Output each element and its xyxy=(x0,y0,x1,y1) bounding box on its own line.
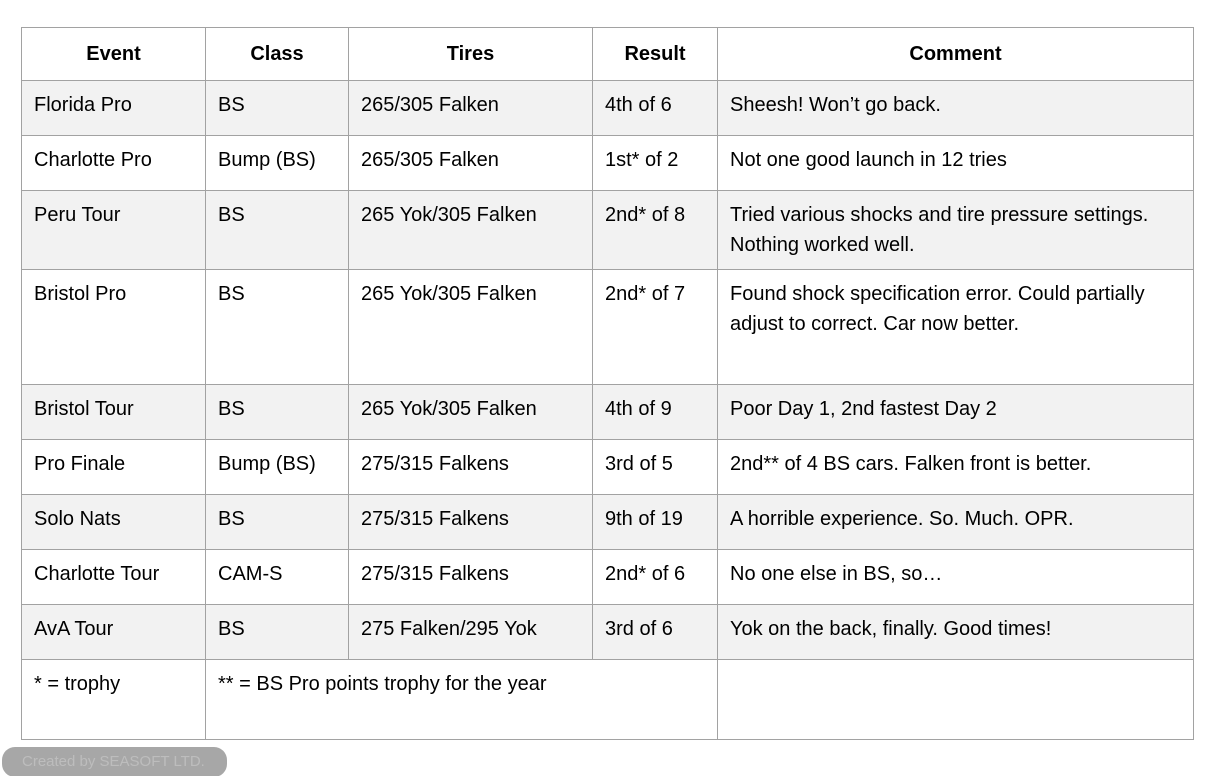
table-row: Charlotte Pro Bump (BS) 265/305 Falken 1… xyxy=(21,135,1194,191)
result-cell: 1st* of 2 xyxy=(592,135,718,191)
empty-footnote-cell xyxy=(717,659,1194,740)
class-cell: CAM-S xyxy=(205,549,349,605)
tires-cell: 265 Yok/305 Falken xyxy=(348,384,593,440)
comment-cell: No one else in BS, so… xyxy=(717,549,1194,605)
table-row: AvA Tour BS 275 Falken/295 Yok 3rd of 6 … xyxy=(21,604,1194,660)
class-cell: BS xyxy=(205,384,349,440)
result-cell: 4th of 6 xyxy=(592,80,718,136)
trophy-note-cell: * = trophy xyxy=(21,659,206,740)
comment-cell: A horrible experience. So. Much. OPR. xyxy=(717,494,1194,550)
tires-cell: 265/305 Falken xyxy=(348,80,593,136)
event-cell: Florida Pro xyxy=(21,80,206,136)
comment-cell: Tried various shocks and tire pressure s… xyxy=(717,190,1194,270)
table-row: Charlotte Tour CAM-S 275/315 Falkens 2nd… xyxy=(21,549,1194,605)
comment-cell: Yok on the back, finally. Good times! xyxy=(717,604,1194,660)
tires-cell: 275/315 Falkens xyxy=(348,549,593,605)
table-header: Event Class Tires Result Comment xyxy=(21,27,1194,81)
column-header-class: Class xyxy=(205,27,349,81)
result-cell: 9th of 19 xyxy=(592,494,718,550)
result-cell: 2nd* of 6 xyxy=(592,549,718,605)
event-cell: Bristol Tour xyxy=(21,384,206,440)
event-cell: Charlotte Tour xyxy=(21,549,206,605)
column-header-event: Event xyxy=(21,27,206,81)
event-cell: Peru Tour xyxy=(21,190,206,270)
class-cell: BS xyxy=(205,604,349,660)
event-cell: Bristol Pro xyxy=(21,269,206,385)
class-cell: Bump (BS) xyxy=(205,439,349,495)
event-cell: Solo Nats xyxy=(21,494,206,550)
event-cell: AvA Tour xyxy=(21,604,206,660)
result-cell: 3rd of 6 xyxy=(592,604,718,660)
points-note-cell: ** = BS Pro points trophy for the year xyxy=(205,659,718,740)
tires-cell: 275/315 Falkens xyxy=(348,439,593,495)
table-row: Bristol Pro BS 265 Yok/305 Falken 2nd* o… xyxy=(21,269,1194,385)
class-cell: BS xyxy=(205,494,349,550)
tires-cell: 265/305 Falken xyxy=(348,135,593,191)
result-cell: 4th of 9 xyxy=(592,384,718,440)
result-cell: 2nd* of 7 xyxy=(592,269,718,385)
comment-cell: Sheesh! Won’t go back. xyxy=(717,80,1194,136)
class-cell: BS xyxy=(205,80,349,136)
header-row: Event Class Tires Result Comment xyxy=(21,27,1194,81)
tires-cell: 265 Yok/305 Falken xyxy=(348,190,593,270)
table-row: Pro Finale Bump (BS) 275/315 Falkens 3rd… xyxy=(21,439,1194,495)
class-cell: Bump (BS) xyxy=(205,135,349,191)
tires-cell: 265 Yok/305 Falken xyxy=(348,269,593,385)
comment-cell: Not one good launch in 12 tries xyxy=(717,135,1194,191)
table-row: Bristol Tour BS 265 Yok/305 Falken 4th o… xyxy=(21,384,1194,440)
event-cell: Charlotte Pro xyxy=(21,135,206,191)
class-cell: BS xyxy=(205,190,349,270)
table-row: Peru Tour BS 265 Yok/305 Falken 2nd* of … xyxy=(21,190,1194,270)
comment-cell: Poor Day 1, 2nd fastest Day 2 xyxy=(717,384,1194,440)
event-results-table: Event Class Tires Result Comment Florida… xyxy=(21,27,1194,740)
created-by-label: Created by SEASOFT LTD. xyxy=(22,753,205,770)
comment-cell: Found shock specification error. Could p… xyxy=(717,269,1194,385)
class-cell: BS xyxy=(205,269,349,385)
table-row: Solo Nats BS 275/315 Falkens 9th of 19 A… xyxy=(21,494,1194,550)
result-cell: 2nd* of 8 xyxy=(592,190,718,270)
comment-cell: 2nd** of 4 BS cars. Falken front is bett… xyxy=(717,439,1194,495)
footnote-row: * = trophy ** = BS Pro points trophy for… xyxy=(21,659,1194,740)
tires-cell: 275 Falken/295 Yok xyxy=(348,604,593,660)
result-cell: 3rd of 5 xyxy=(592,439,718,495)
column-header-tires: Tires xyxy=(348,27,593,81)
event-cell: Pro Finale xyxy=(21,439,206,495)
tires-cell: 275/315 Falkens xyxy=(348,494,593,550)
column-header-result: Result xyxy=(592,27,718,81)
created-by-badge: Created by SEASOFT LTD. xyxy=(2,747,227,776)
column-header-comment: Comment xyxy=(717,27,1194,81)
table-row: Florida Pro BS 265/305 Falken 4th of 6 S… xyxy=(21,80,1194,136)
